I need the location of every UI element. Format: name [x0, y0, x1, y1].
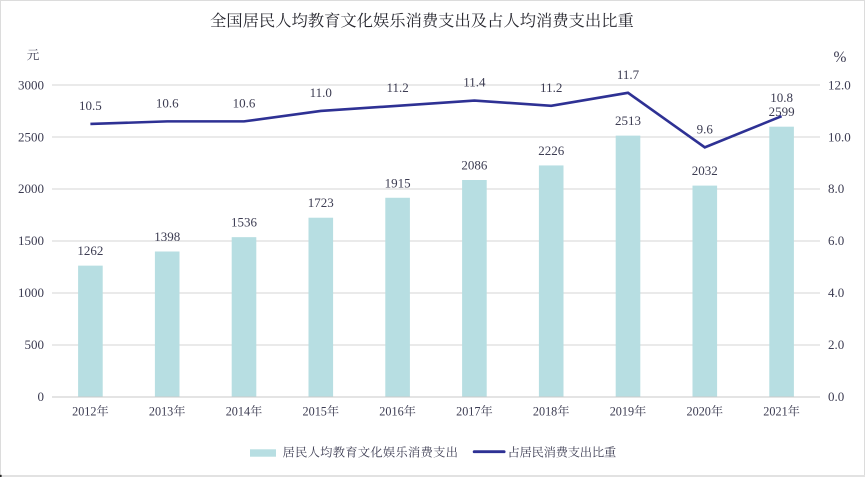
svg-text:2019: 2019 — [610, 404, 634, 418]
svg-text:1500: 1500 — [18, 233, 44, 248]
svg-text:500: 500 — [25, 337, 45, 352]
svg-text:0: 0 — [38, 389, 45, 404]
svg-text:1915: 1915 — [385, 175, 411, 190]
svg-text:10.6: 10.6 — [156, 95, 179, 110]
svg-text:11.2: 11.2 — [386, 80, 408, 95]
svg-text:0.0: 0.0 — [828, 389, 844, 404]
svg-text:2016: 2016 — [379, 404, 403, 418]
svg-text:9.6: 9.6 — [697, 121, 714, 136]
svg-text:2226: 2226 — [538, 143, 565, 158]
svg-text:10.6: 10.6 — [233, 95, 256, 110]
svg-text:2599: 2599 — [769, 104, 795, 119]
svg-text:2.0: 2.0 — [828, 337, 844, 352]
svg-text:2015: 2015 — [303, 404, 327, 418]
svg-text:2513: 2513 — [615, 113, 641, 128]
svg-text:2021: 2021 — [763, 404, 787, 418]
svg-text:3000: 3000 — [18, 77, 44, 92]
svg-text:8.0: 8.0 — [828, 181, 844, 196]
svg-text:2018: 2018 — [533, 404, 557, 418]
svg-text:2000: 2000 — [18, 181, 44, 196]
svg-text:4.0: 4.0 — [828, 285, 844, 300]
svg-text:2013: 2013 — [149, 404, 173, 418]
svg-text:11.2: 11.2 — [540, 80, 562, 95]
svg-text:2017: 2017 — [456, 404, 480, 418]
svg-text:2012: 2012 — [72, 404, 96, 418]
svg-text:2500: 2500 — [18, 129, 44, 144]
svg-text:%: % — [834, 49, 847, 66]
svg-text:2086: 2086 — [461, 158, 488, 173]
svg-text:1536: 1536 — [231, 215, 258, 230]
svg-text:10.5: 10.5 — [79, 98, 102, 113]
svg-text:2032: 2032 — [692, 163, 718, 178]
svg-text:6.0: 6.0 — [828, 233, 844, 248]
svg-text:11.4: 11.4 — [463, 75, 486, 90]
svg-text:10.0: 10.0 — [828, 129, 851, 144]
svg-text:11.0: 11.0 — [310, 85, 332, 100]
svg-text:1262: 1262 — [77, 243, 103, 258]
svg-text:11.7: 11.7 — [617, 67, 640, 82]
svg-text:1398: 1398 — [154, 229, 180, 244]
svg-text:12.0: 12.0 — [828, 77, 851, 92]
svg-text:2020: 2020 — [687, 404, 711, 418]
svg-text:2014: 2014 — [226, 404, 250, 418]
svg-text:10.8: 10.8 — [770, 90, 793, 105]
svg-text:1000: 1000 — [18, 285, 44, 300]
svg-text:1723: 1723 — [308, 195, 334, 210]
